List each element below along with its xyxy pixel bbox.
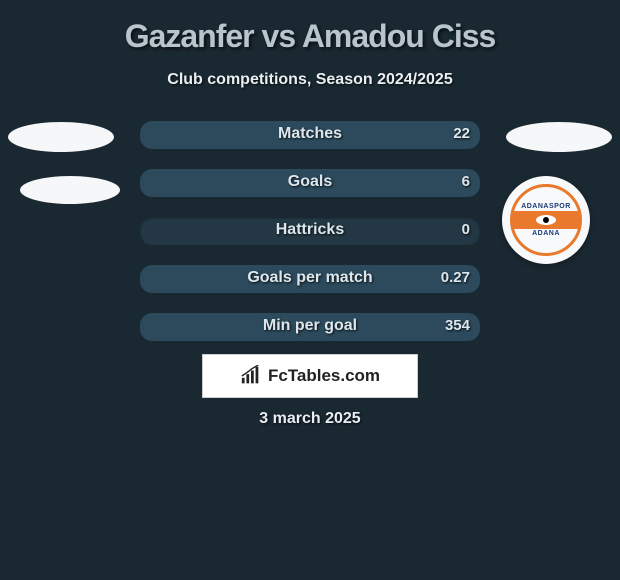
club-logo-bottom-text: ADANA [532, 230, 560, 237]
brand-text: FcTables.com [268, 366, 380, 386]
player-2-name: Amadou Ciss [302, 18, 495, 54]
brand-attribution: FcTables.com [202, 354, 418, 398]
brand-chart-icon [240, 365, 262, 387]
club-logo-top-text: ADANASPOR [521, 203, 571, 210]
player-1-name: Gazanfer [125, 18, 254, 54]
stat-bar: Min per goal [140, 313, 480, 341]
stat-bar: Matches [140, 121, 480, 149]
stat-label: Min per goal [140, 317, 480, 335]
vs-separator: vs [262, 18, 296, 54]
snapshot-date: 3 march 2025 [259, 410, 360, 428]
stat-label: Matches [140, 125, 480, 143]
stat-row: Min per goal354 [0, 309, 620, 345]
stat-value-right: 22 [453, 125, 470, 142]
stat-value-right: 0.27 [441, 269, 470, 286]
player-1-shape-bottom [20, 176, 120, 204]
subtitle: Club competitions, Season 2024/2025 [0, 71, 620, 89]
stat-label: Goals [140, 173, 480, 191]
stat-value-right: 6 [462, 173, 470, 190]
club-logo: ADANASPOR ADANA [502, 176, 590, 264]
stat-label: Hattricks [140, 221, 480, 239]
comparison-title: Gazanfer vs Amadou Ciss [0, 18, 620, 55]
stat-label: Goals per match [140, 269, 480, 287]
player-1-shape-top [8, 122, 114, 152]
club-logo-eye-icon [536, 215, 556, 225]
player-2-shape-top [506, 122, 612, 152]
stat-row: Goals per match0.27 [0, 261, 620, 297]
stat-value-right: 354 [445, 317, 470, 334]
stat-value-right: 0 [462, 221, 470, 238]
stat-bar: Goals per match [140, 265, 480, 293]
stat-bar: Hattricks [140, 217, 480, 245]
stat-bar: Goals [140, 169, 480, 197]
